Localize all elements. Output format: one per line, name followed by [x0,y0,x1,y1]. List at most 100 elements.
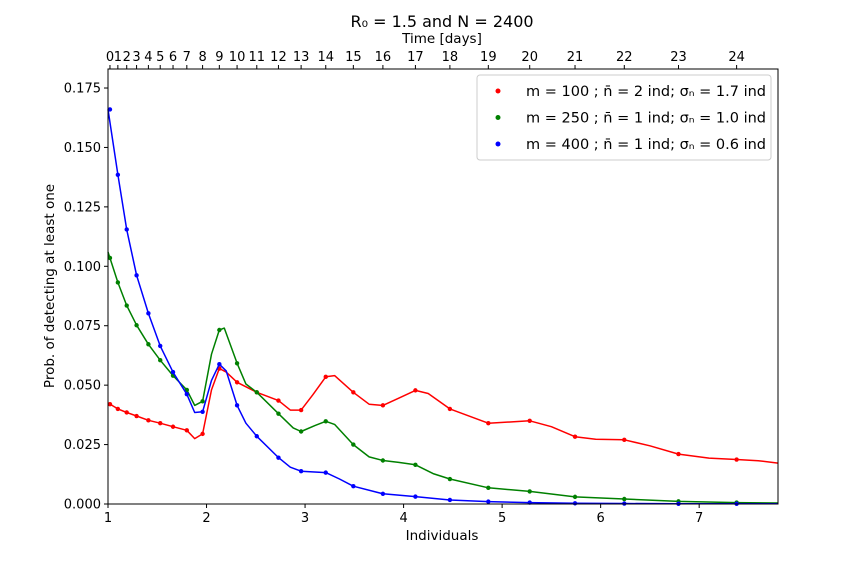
data-point [107,107,113,112]
y-tick-label: 0.075 [64,319,101,334]
legend-marker [495,141,501,147]
data-point [486,420,491,426]
data-point [124,227,129,232]
data-point [234,380,240,385]
data-point [134,273,139,278]
data-point [323,419,328,424]
series-line-0 [107,367,779,464]
data-point [351,483,356,489]
top-tick-label: 3 [132,50,140,65]
data-point [184,428,190,433]
data-point [134,413,139,419]
data-point [115,406,121,412]
data-point [158,343,163,349]
y-tick-label: 0.100 [64,260,101,275]
data-point [380,491,386,496]
data-point [413,388,418,393]
top-tick-label: 0 [106,50,114,65]
data-point [124,303,129,308]
data-point [170,369,176,375]
data-point [622,437,627,443]
top-tick-label: 20 [521,50,538,65]
top-tick-label: 18 [442,50,459,65]
x-tick-label: 2 [202,511,210,526]
data-point [486,499,491,504]
y-axis-ticks: 0.000 0.025 0.050 0.075 0.100 0.125 0.150 0.175 [64,82,108,513]
top-tick-label: 24 [728,50,745,65]
data-point [200,399,205,404]
top-tick-label: 23 [670,50,687,65]
y-tick-label: 0.150 [64,141,101,156]
top-x-axis-label: Time [days] [401,31,482,47]
data-point [200,431,205,437]
data-point [146,311,151,316]
data-point [115,172,121,177]
data-point [217,327,222,333]
data-point [107,255,113,261]
y-axis-label: Prob. of detecting at least one [42,184,58,388]
data-point [200,409,205,414]
top-tick-label: 4 [144,50,152,65]
data-point [527,489,532,494]
series-line-1 [107,251,779,504]
top-tick-label: 12 [270,50,287,65]
plot-series [107,107,779,506]
data-point [676,451,681,457]
data-point [254,390,259,395]
y-tick-label: 0.125 [64,200,101,215]
legend-marker [495,115,501,120]
data-point [134,323,139,328]
data-point [298,407,304,413]
series-line-2 [107,109,778,505]
top-tick-label: 7 [183,50,191,65]
x-axis-ticks: 1 2 3 4 5 6 7 [104,504,703,526]
x-axis-label: Individuals [406,528,479,544]
top-tick-label: 5 [156,50,164,65]
data-point [413,494,418,499]
data-point [184,391,190,397]
data-point [234,403,240,408]
data-point [380,458,386,463]
top-axis-ticks: 0 1 2 3 4 5 6 7 8 9 10 11 12 13 14 15 16 17 18 19 20 21 22 23 24 [106,50,745,69]
data-point [276,411,281,416]
data-point [486,485,491,491]
legend-label: m = 100 ; n̄ = 2 ind; σₙ = 1.7 ind [526,84,766,100]
x-tick-label: 7 [695,511,703,526]
legend-label: m = 400 ; n̄ = 1 ind; σₙ = 0.6 ind [526,137,766,153]
data-point [146,342,151,347]
legend-marker [495,88,501,94]
top-tick-label: 8 [198,50,206,65]
data-point [115,280,121,285]
data-point [447,406,453,412]
data-point [234,361,240,366]
data-point [380,403,386,408]
top-tick-label: 19 [480,50,497,65]
data-point [447,476,453,482]
top-tick-label: 9 [215,50,223,65]
data-point [527,418,532,424]
data-point [622,496,627,502]
data-point [351,442,356,447]
chart-title: R₀ = 1.5 and N = 2400 [350,12,533,31]
y-tick-label: 0.025 [64,438,101,453]
top-tick-label: 10 [229,50,246,65]
data-point [276,455,281,460]
y-tick-label: 0.050 [64,379,101,394]
data-point [170,424,176,429]
data-point [276,398,281,403]
x-tick-label: 6 [597,511,605,526]
data-point [323,470,328,475]
data-point [107,401,113,407]
data-point [217,362,222,367]
data-point [254,434,259,439]
data-point [184,387,190,393]
data-point [298,468,304,474]
data-point [158,357,163,363]
x-tick-label: 4 [399,511,407,526]
x-tick-label: 5 [498,511,506,526]
y-tick-label: 0.175 [64,82,101,97]
x-tick-label: 3 [301,511,309,526]
data-point [124,410,129,415]
plot-frame [107,68,779,505]
top-tick-label: 6 [169,50,177,65]
